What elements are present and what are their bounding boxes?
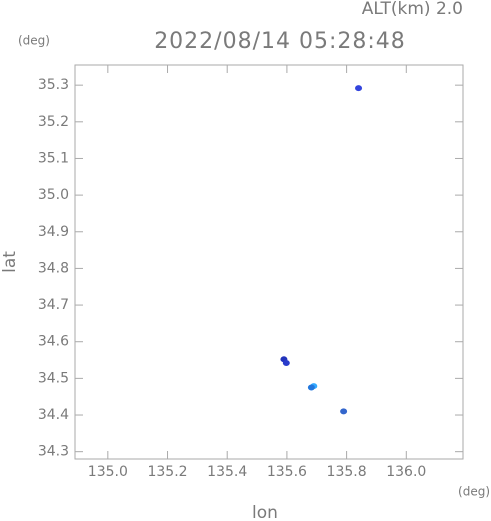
y-tick-label: 34.7 (38, 297, 69, 313)
x-unit: (deg) (458, 485, 490, 499)
y-tick-label: 34.5 (38, 370, 69, 386)
echo-point (340, 408, 348, 415)
y-tick-label: 34.4 (38, 407, 69, 423)
x-tick-label: 136.0 (386, 464, 426, 480)
echo-point (355, 85, 363, 92)
y-axis-label: lat (0, 251, 20, 273)
y-tick-label: 34.8 (38, 260, 69, 276)
y-tick-label: 34.6 (38, 334, 69, 350)
y-tick-label: 34.9 (38, 224, 69, 240)
echo-point (282, 359, 290, 366)
x-tick-label: 135.2 (147, 464, 187, 480)
y-unit: (deg) (18, 34, 50, 48)
chart-title: 2022/08/14 05:28:48 (154, 29, 406, 54)
x-tick-label: 135.6 (267, 464, 307, 480)
x-tick-label: 135.4 (207, 464, 247, 480)
y-tick-label: 34.3 (38, 444, 69, 460)
x-axis-label: lon (252, 503, 278, 521)
echo-point (307, 384, 315, 391)
y-tick-label: 35.2 (38, 114, 69, 130)
plot-frame (74, 64, 464, 460)
x-tick-label: 135.8 (327, 464, 367, 480)
y-tick-label: 35.1 (38, 150, 69, 166)
altitude-label: ALT(km) 2.0 (362, 0, 463, 19)
y-tick-label: 35.3 (38, 77, 69, 93)
y-tick-label: 35.0 (38, 187, 69, 203)
x-tick-label: 135.0 (88, 464, 128, 480)
